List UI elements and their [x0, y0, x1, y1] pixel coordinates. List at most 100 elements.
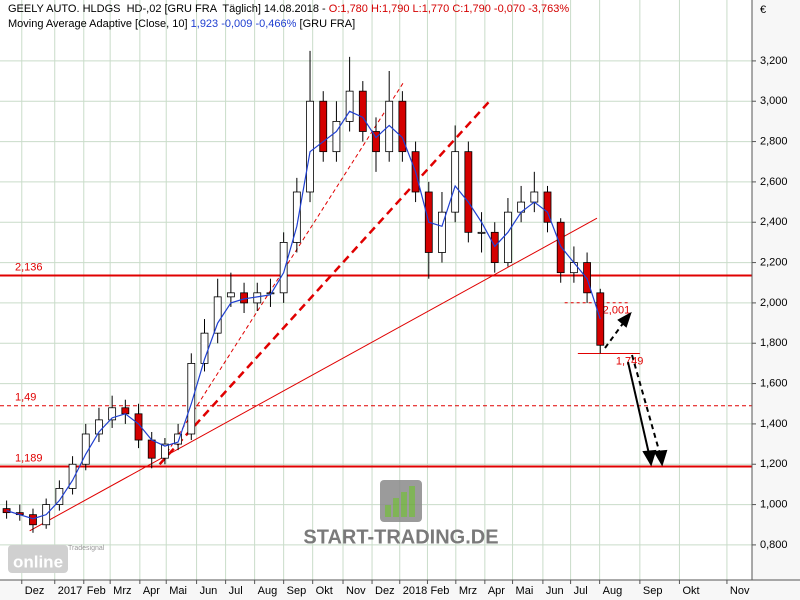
x-tick-label: Okt: [316, 585, 333, 597]
x-tick-label: 2017: [58, 585, 82, 597]
lines-layer: 2,136 1,49 1,189 2,001 1,749: [0, 80, 752, 532]
candle-body: [319, 100, 328, 153]
x-tick-label: Feb: [87, 585, 106, 597]
candle-body: [530, 191, 539, 203]
x-tick-label: Mrz: [459, 585, 477, 597]
y-unit: €: [760, 4, 766, 16]
x-tick-label: Dez: [375, 585, 395, 597]
y-tick-label: 3,200: [760, 55, 788, 67]
candle-body: [569, 262, 578, 274]
level-label: 1,49: [15, 392, 36, 404]
candle-body: [187, 363, 196, 435]
x-tick-label: Mrz: [113, 585, 131, 597]
arrow-head: [642, 449, 657, 467]
candle-body: [464, 151, 473, 233]
y-tick-label: 1,000: [760, 498, 788, 510]
watermark: START-TRADING.DE: [303, 526, 498, 548]
logo-brand: Tradesignal: [68, 545, 105, 552]
title: GEELY AUTO. HLDGS HD-,02 [GRU FRA Täglic…: [8, 3, 326, 15]
logo: online: [13, 552, 63, 571]
logo-bar: [393, 498, 399, 517]
x-tick-label: Apr: [488, 585, 505, 597]
candle-body: [358, 90, 367, 132]
y-tick-label: 2,600: [760, 176, 788, 188]
candle-body: [68, 463, 77, 489]
x-tick-label: Apr: [143, 585, 160, 597]
candle-body: [240, 292, 248, 304]
overlay-legend: Moving Average Adaptive [Close, 10] 1,92…: [8, 18, 355, 30]
y-tick-label: 2,200: [760, 256, 788, 268]
y-tick-label: 3,000: [760, 95, 788, 107]
candle-body: [504, 211, 512, 263]
candle-body: [121, 407, 130, 415]
y-tick-label: 2,400: [760, 216, 788, 228]
x-tick-label: Jul: [574, 585, 588, 597]
candle-body: [490, 231, 499, 263]
logo-badge: [8, 545, 68, 573]
x-tick-label: Mai: [516, 585, 534, 597]
watermark-logo: [380, 480, 422, 522]
candle-body: [398, 100, 407, 153]
arrow-shaft: [631, 354, 661, 455]
chart-title: GEELY AUTO. HLDGS HD-,02 [GRU FRA Täglic…: [8, 3, 569, 15]
x-tick-label: Mai: [169, 585, 187, 597]
legend-values: 1,923 -0,009 -0,466%: [191, 18, 297, 30]
level-label: 1,189: [15, 452, 43, 464]
logo-bar: [385, 505, 391, 517]
mark-label: 2,001: [603, 305, 631, 317]
grid-layer: [0, 0, 752, 580]
candle-body: [213, 296, 222, 334]
arrow-head: [653, 449, 668, 467]
legend-source: [GRU FRA]: [300, 18, 356, 30]
candle-body: [292, 191, 301, 243]
y-tick-label: 1,200: [760, 458, 788, 470]
candle-body: [253, 292, 262, 304]
candle-body: [345, 90, 354, 122]
x-axis-strip: [0, 580, 800, 600]
x-tick-label: Nov: [730, 585, 750, 597]
x-tick-label: Dez: [25, 585, 45, 597]
y-tick-label: 1,800: [760, 337, 788, 349]
candle-body: [29, 514, 37, 526]
candle-body: [556, 221, 565, 274]
candle-body: [543, 191, 552, 223]
x-tick-label: 2018: [403, 585, 427, 597]
candle-body: [55, 488, 64, 505]
y-tick-label: 0,800: [760, 539, 788, 551]
candle-body: [451, 151, 460, 213]
y-tick-label: 2,800: [760, 135, 788, 147]
candle-body: [438, 211, 446, 253]
x-tick-label: Jun: [200, 585, 218, 597]
candle-body: [332, 121, 341, 153]
candle-body: [174, 433, 183, 445]
y-tick-label: 2,000: [760, 297, 788, 309]
candles-layer: [2, 50, 605, 533]
candle-body: [279, 242, 288, 294]
arrow-head: [617, 311, 632, 328]
x-tick-label: Feb: [430, 585, 449, 597]
x-tick-label: Aug: [603, 585, 623, 597]
candle-body: [147, 439, 156, 459]
x-tick-label: Nov: [346, 585, 366, 597]
x-tick-label: Sep: [287, 585, 307, 597]
trendline: [158, 100, 491, 466]
candle-body: [161, 443, 169, 459]
x-tick-label: Sep: [643, 585, 663, 597]
moving-average: [6, 110, 601, 520]
y-tick-label: 1,400: [760, 418, 788, 430]
candle-body: [95, 419, 103, 435]
level-label: 2,136: [15, 261, 43, 273]
candle-body: [372, 131, 380, 153]
x-tick-label: Jul: [229, 585, 243, 597]
trendline: [29, 217, 598, 532]
title-values: O:1,780 H:1,790 L:1,770 C:1,790 -0,070 -…: [329, 3, 570, 15]
candle-body: [134, 413, 143, 441]
candle-body: [306, 100, 314, 193]
candle-body: [583, 262, 591, 294]
arrow-shaft: [627, 361, 650, 455]
logo-bar: [401, 492, 407, 517]
x-tick-label: Jun: [546, 585, 564, 597]
candle-body: [226, 292, 235, 298]
y-tick-label: 1,600: [760, 377, 788, 389]
